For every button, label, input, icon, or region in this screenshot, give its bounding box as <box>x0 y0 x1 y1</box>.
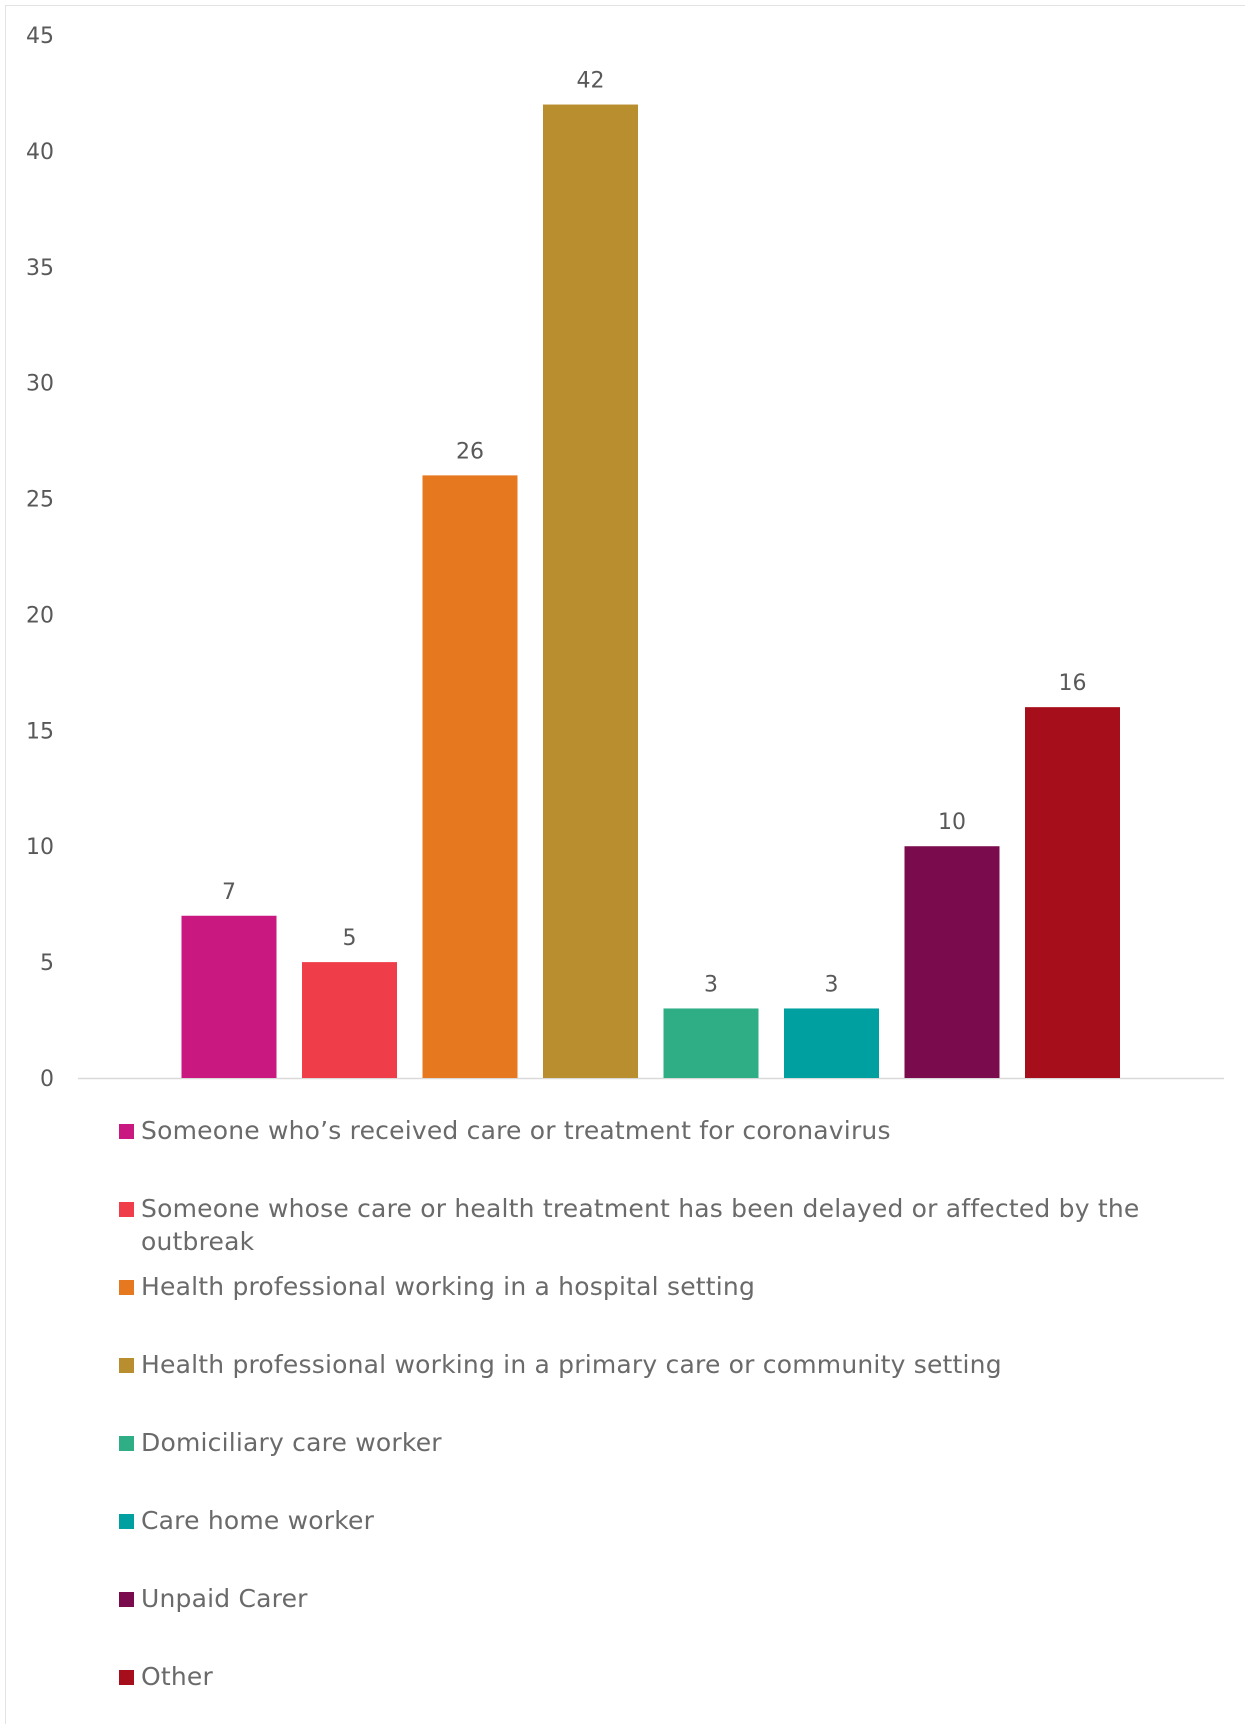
bar-data-label: 3 <box>704 972 718 997</box>
y-tick-label: 30 <box>26 372 54 397</box>
legend-label: Care home worker <box>141 1506 375 1535</box>
legend-item: Domiciliary care worker <box>119 1426 1199 1459</box>
y-tick-label: 40 <box>26 140 54 165</box>
bar <box>663 1008 759 1078</box>
legend-swatch <box>119 1124 134 1139</box>
legend-swatch <box>119 1202 134 1217</box>
bar-data-label: 7 <box>222 880 236 905</box>
legend-item: Care home worker <box>119 1504 1199 1537</box>
bar-data-label: 10 <box>938 810 966 835</box>
y-tick-label: 15 <box>26 719 54 744</box>
y-tick-label: 45 <box>26 24 54 49</box>
legend-label: Domiciliary care worker <box>141 1428 442 1457</box>
legend-label: Health professional working in a primary… <box>141 1350 1002 1379</box>
bar <box>1025 707 1120 1078</box>
y-tick-label: 10 <box>26 835 54 860</box>
legend-item: Health professional working in a hospita… <box>119 1270 1199 1303</box>
bar-data-label: 42 <box>577 69 605 94</box>
legend-label: Other <box>141 1662 213 1691</box>
legend-swatch <box>119 1670 134 1685</box>
bars <box>181 104 1120 1079</box>
legend-swatch <box>119 1358 134 1373</box>
y-axis-tick-labels: 0 5 10 15 20 25 30 35 40 45 <box>26 24 54 1092</box>
y-tick-label: 35 <box>26 256 54 281</box>
bar <box>422 475 518 1078</box>
legend-label: Health professional working in a hospita… <box>141 1272 756 1301</box>
bar-data-labels: 7 5 26 42 3 3 10 16 <box>222 69 1087 998</box>
bar <box>302 962 397 1078</box>
legend-item: Unpaid Carer <box>119 1582 1199 1615</box>
bar <box>543 104 638 1079</box>
bar-data-label: 16 <box>1059 671 1087 696</box>
y-tick-label: 0 <box>40 1067 54 1092</box>
legend-item: Other <box>119 1660 1199 1693</box>
y-tick-label: 25 <box>26 488 54 513</box>
y-tick-label: 20 <box>26 603 54 628</box>
legend-label: Unpaid Carer <box>141 1584 308 1613</box>
bar-chart: 0 5 10 15 20 25 30 35 40 45 7 5 26 42 3 3 10 16 <box>26 24 1224 1092</box>
bar <box>904 846 1000 1078</box>
chart-frame: 0 5 10 15 20 25 30 35 40 45 7 5 26 42 3 3 10 16 Someone … <box>5 5 1245 1724</box>
legend-swatch <box>119 1592 134 1607</box>
legend-item: Health professional working in a primary… <box>119 1348 1199 1381</box>
legend-label: Someone who’s received care or treatment… <box>141 1116 891 1145</box>
legend-swatch <box>119 1280 134 1295</box>
bar <box>784 1008 879 1078</box>
legend-label: Someone whose care or health treatment h… <box>141 1194 1140 1256</box>
y-tick-label: 5 <box>40 951 54 976</box>
legend-item: Someone who’s received care or treatment… <box>119 1114 1199 1147</box>
bar-data-label: 3 <box>825 972 839 997</box>
bar-data-label: 26 <box>456 439 484 464</box>
bar <box>181 915 277 1078</box>
legend-swatch <box>119 1514 134 1529</box>
legend-item: Someone whose care or health treatment h… <box>119 1192 1199 1258</box>
legend-swatch <box>119 1436 134 1451</box>
bar-data-label: 5 <box>343 926 357 951</box>
